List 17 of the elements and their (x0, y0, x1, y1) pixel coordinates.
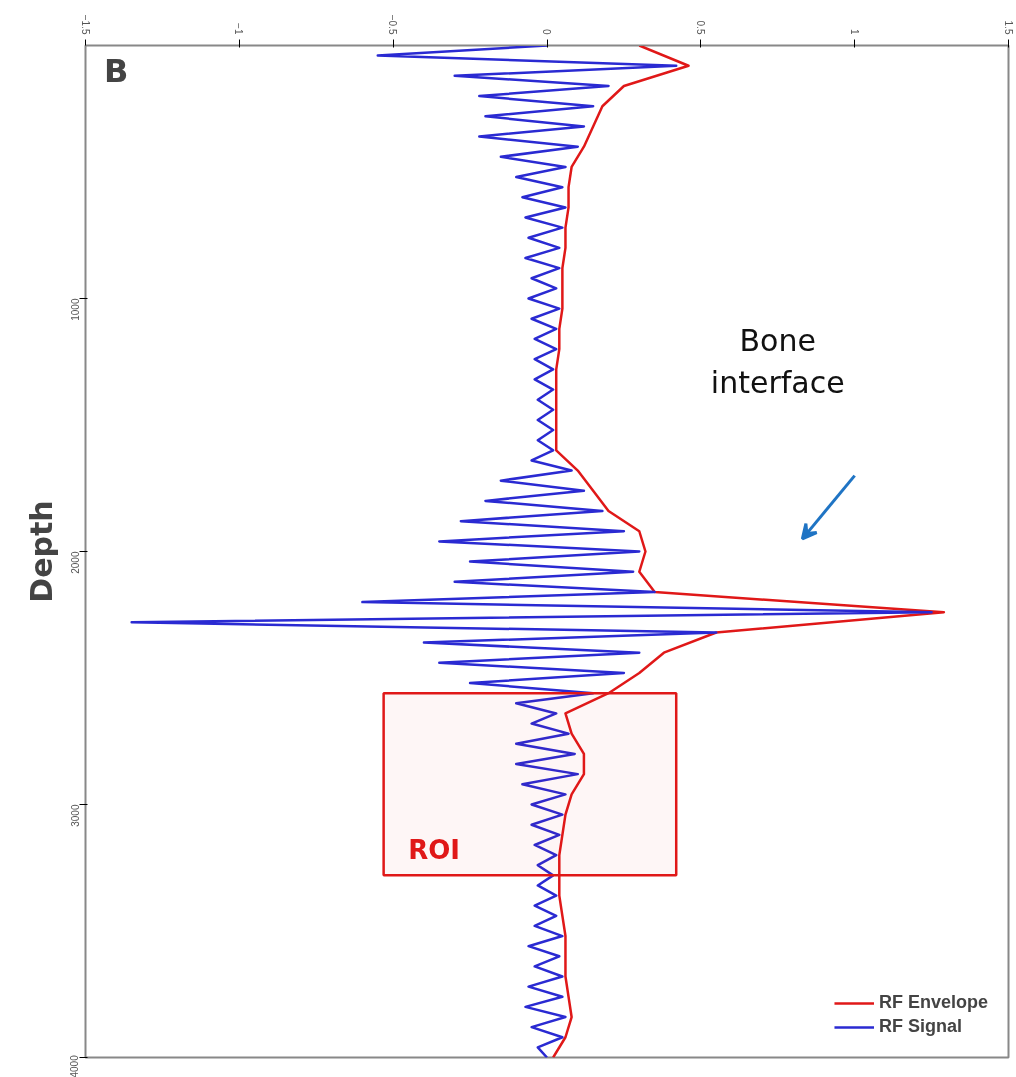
legend-label: RF Envelope (878, 992, 988, 1013)
chart-title: B (103, 51, 129, 90)
x-tick-label: −1 (233, 23, 245, 35)
annotation: Bone interface (710, 322, 845, 400)
x-tick-label: 0 (541, 28, 552, 35)
band-label: ROI (408, 835, 461, 866)
y-tick-label: 4000 (69, 1054, 81, 1077)
x-tick-label: 1 (848, 28, 860, 35)
x-tick-label: −0.5 (387, 14, 399, 35)
y-tick-label: 1000 (69, 298, 81, 321)
y-axis-title: Depth (23, 500, 59, 603)
legend-label: RF Signal (878, 1016, 962, 1037)
x-tick-label: 1.5 (1002, 20, 1014, 35)
y-tick-label: 2000 (69, 551, 81, 574)
x-tick-label: 0.5 (694, 20, 706, 35)
y-tick-label: 3000 (69, 804, 81, 827)
x-tick-label: −1.5 (79, 14, 91, 35)
